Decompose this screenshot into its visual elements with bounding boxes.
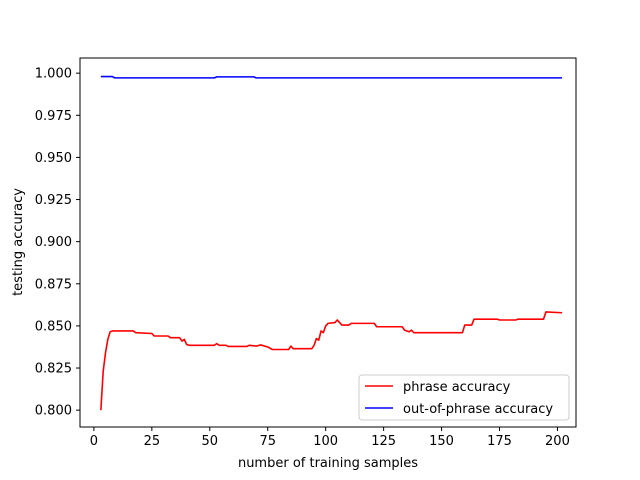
- series-line-out-of-phrase-accuracy: [100, 75, 563, 79]
- y-axis: 0.800 0.825 0.850 0.875 0.900 0.925 0.950 0.975…: [35, 67, 80, 419]
- x-tick-label: 200: [545, 434, 570, 449]
- x-tick-label: 50: [202, 434, 219, 449]
- y-tick-label: 0.950: [35, 151, 72, 166]
- legend-box: [358, 374, 570, 421]
- y-tick-label: 1.000: [35, 67, 72, 82]
- y-tick-label: 0.825: [35, 362, 72, 377]
- x-tick-label: 0: [90, 434, 98, 449]
- legend: phrase accuracy out-of-phrase accuracy: [358, 374, 570, 421]
- y-tick-label: 0.800: [35, 404, 72, 419]
- series-line-phrase-accuracy: [100, 311, 563, 411]
- plot-frame: [79, 57, 577, 428]
- x-tick-label: 25: [144, 434, 161, 449]
- x-axis: 0 25 50 75 100 125 150 175 200: [90, 427, 570, 449]
- x-axis-label: number of training samples: [238, 456, 418, 471]
- y-tick-label: 0.900: [35, 235, 72, 250]
- y-tick-label: 0.975: [35, 109, 72, 124]
- x-tick-label: 100: [313, 434, 338, 449]
- y-tick-label: 0.850: [35, 319, 72, 334]
- y-tick-label: 0.875: [35, 277, 72, 292]
- plot-area: [80, 58, 576, 427]
- x-tick-label: 125: [371, 434, 396, 449]
- y-axis-label: testing accuracy: [11, 188, 26, 296]
- x-tick-label: 175: [487, 434, 512, 449]
- x-tick-label: 75: [259, 434, 276, 449]
- y-tick-label: 0.925: [35, 193, 72, 208]
- x-tick-label: 150: [429, 434, 454, 449]
- legend-label-phrase-accuracy: phrase accuracy: [403, 380, 511, 395]
- legend-label-out-of-phrase-accuracy: out-of-phrase accuracy: [403, 402, 553, 417]
- series-layer: [100, 75, 563, 411]
